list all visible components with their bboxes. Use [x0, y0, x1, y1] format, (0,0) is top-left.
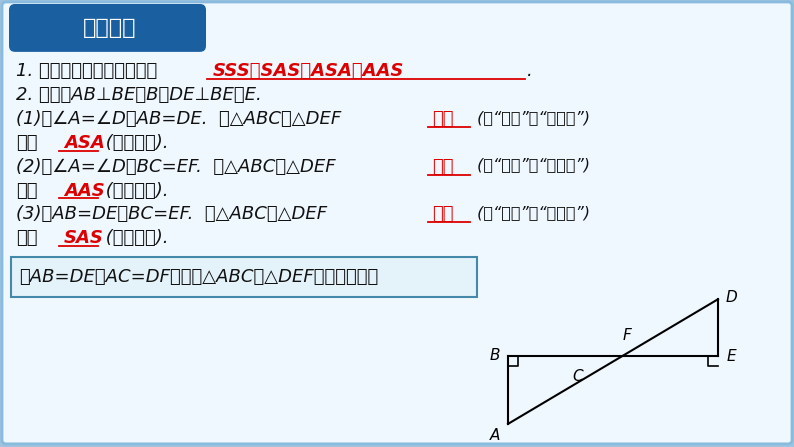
Text: SAS: SAS: [64, 229, 104, 247]
Text: A: A: [490, 428, 500, 443]
Text: 针对练习: 针对练习: [83, 18, 137, 38]
Text: E: E: [727, 349, 736, 363]
Text: F: F: [622, 328, 631, 343]
Text: 全等: 全等: [432, 158, 453, 176]
Text: 2. 如图，AB⊥BE于B，DE⊥BE于E.: 2. 如图，AB⊥BE于B，DE⊥BE于E.: [16, 86, 262, 104]
Text: (用简写法).: (用简写法).: [100, 229, 168, 247]
Text: SSS、SAS、ASA、AAS: SSS、SAS、ASA、AAS: [213, 62, 404, 80]
Text: 若AB=DE，AC=DF，此时△ABC与△DEF还会全等吗？: 若AB=DE，AC=DF，此时△ABC与△DEF还会全等吗？: [19, 268, 378, 286]
Text: AAS: AAS: [64, 181, 105, 199]
Text: B: B: [490, 348, 500, 363]
FancyBboxPatch shape: [11, 257, 477, 297]
Text: (填“全等”或“不全等”): (填“全等”或“不全等”): [472, 158, 590, 173]
Text: (3)若AB=DE，BC=EF.  则△ABC与△DEF: (3)若AB=DE，BC=EF. 则△ABC与△DEF: [16, 206, 327, 224]
Text: 根据: 根据: [16, 181, 37, 199]
Text: (2)若∠A=∠D，BC=EF.  则△ABC与△DEF: (2)若∠A=∠D，BC=EF. 则△ABC与△DEF: [16, 158, 336, 176]
Text: 根据: 根据: [16, 229, 37, 247]
Text: ASA: ASA: [64, 134, 105, 152]
Text: 全等: 全等: [432, 110, 453, 128]
Text: (用简写法).: (用简写法).: [100, 181, 168, 199]
Text: D: D: [725, 290, 737, 305]
Text: 全等: 全等: [432, 206, 453, 224]
FancyBboxPatch shape: [9, 4, 206, 52]
Text: 根据: 根据: [16, 134, 37, 152]
Text: .: .: [527, 62, 533, 80]
Text: (填“全等”或“不全等”): (填“全等”或“不全等”): [472, 110, 590, 125]
Text: (1)若∠A=∠D，AB=DE.  则△ABC与△DEF: (1)若∠A=∠D，AB=DE. 则△ABC与△DEF: [16, 110, 341, 128]
Text: C: C: [572, 369, 584, 384]
Text: 1. 判定两个三角形全等方法: 1. 判定两个三角形全等方法: [16, 62, 157, 80]
Text: (用简写法).: (用简写法).: [100, 134, 168, 152]
Text: (填“全等”或“不全等”): (填“全等”或“不全等”): [472, 206, 590, 220]
